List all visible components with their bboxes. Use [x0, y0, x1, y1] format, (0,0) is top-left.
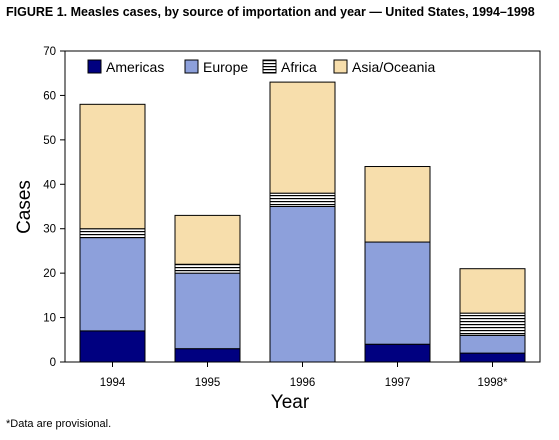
- y-tick-label: 50: [43, 135, 56, 147]
- y-tick-label: 0: [50, 357, 56, 369]
- y-axis-title: Cases: [14, 180, 35, 234]
- y-tick-label: 40: [43, 179, 56, 191]
- bar-segment-europe: [174, 272, 241, 350]
- bar-segment-asia-oceania: [174, 214, 241, 265]
- bar-segment-africa: [79, 228, 146, 239]
- legend-swatch: [87, 59, 102, 74]
- x-tick-label: 1997: [385, 377, 411, 389]
- y-tick-label: 30: [43, 224, 56, 236]
- bar-segment-europe: [269, 206, 336, 363]
- axes: 0 10 20 30 40 50 60 70 1994 1995 1996 1997 1998*: [43, 46, 541, 389]
- bar-segment-europe: [459, 334, 526, 354]
- y-tick-label: 60: [43, 90, 56, 102]
- bar-segment-asia-oceania: [459, 268, 526, 314]
- y-tick-label: 10: [43, 313, 56, 325]
- x-tick-label: 1995: [195, 377, 221, 389]
- figure-title: FIGURE 1. Measles cases, by source of im…: [6, 5, 535, 19]
- bar-segment-americas: [79, 330, 146, 363]
- bar-segment-europe: [364, 241, 431, 345]
- x-tick-label: 1996: [290, 377, 316, 389]
- legend-swatch: [333, 59, 348, 74]
- bar-segment-africa: [174, 263, 241, 274]
- bar-segment-europe: [79, 237, 146, 332]
- bar-segment-americas: [364, 343, 431, 363]
- legend-swatch: [184, 59, 199, 74]
- bar-segment-asia-oceania: [79, 103, 146, 230]
- y-tick-label: 70: [43, 46, 56, 58]
- legend: Americas Europe Africa Asia/Oceania: [87, 59, 435, 75]
- bars: [79, 81, 526, 363]
- bar-segment-africa: [459, 312, 526, 336]
- legend-label: Asia/Oceania: [352, 59, 435, 75]
- bar-segment-asia-oceania: [269, 81, 336, 194]
- legend-label: Africa: [281, 59, 317, 75]
- legend-label: Europe: [203, 59, 248, 75]
- x-tick-label: 1994: [100, 377, 126, 389]
- footnote: *Data are provisional.: [6, 418, 112, 430]
- bar-segment-africa: [269, 192, 336, 208]
- legend-label: Americas: [106, 59, 164, 75]
- x-axis-title: Year: [271, 392, 310, 413]
- legend-swatch: [262, 59, 277, 74]
- bar-segment-americas: [459, 352, 526, 363]
- bar-segment-asia-oceania: [364, 166, 431, 243]
- x-tick-label: 1998*: [477, 377, 508, 389]
- bar-segment-americas: [174, 348, 241, 363]
- y-tick-label: 20: [43, 268, 56, 280]
